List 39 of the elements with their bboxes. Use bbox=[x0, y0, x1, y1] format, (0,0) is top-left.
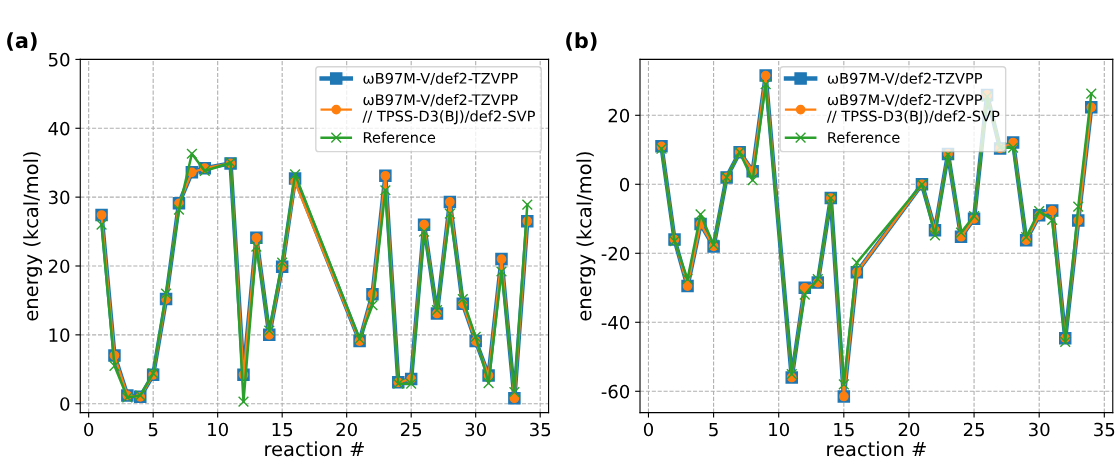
y-axis-title: energy (kcal/mol) bbox=[23, 152, 43, 321]
x-tick-label: 15 bbox=[272, 422, 293, 437]
legend-label: ωB97M-V/def2-TZVPP bbox=[363, 72, 518, 85]
legend-label: Reference bbox=[828, 131, 900, 143]
y-tick-label: 50 bbox=[48, 52, 70, 67]
legend-label: ωB97M-V/def2-TZVPP // TPSS-D3(BJ)/def2-SVP bbox=[826, 93, 1000, 125]
x-axis-title: reaction # bbox=[265, 441, 364, 457]
x-tick-label: 20 bbox=[898, 422, 920, 437]
y-tick-label: 0 bbox=[60, 397, 70, 411]
x-tick-label: 0 bbox=[643, 422, 654, 437]
y-tick-label: 30 bbox=[48, 190, 70, 205]
y-tick-label: 20 bbox=[48, 259, 70, 274]
x-axis-title: reaction # bbox=[827, 441, 926, 457]
y-tick-label: -40 bbox=[601, 315, 630, 330]
x-tick-label: 30 bbox=[1029, 422, 1050, 437]
y-tick-label: -60 bbox=[601, 384, 630, 399]
legend-label: Reference bbox=[363, 131, 436, 143]
x-tick-label: 35 bbox=[1094, 422, 1115, 437]
chart-title: (b) bbox=[566, 32, 597, 51]
x-tick-label: 15 bbox=[834, 422, 854, 437]
x-tick-label: 10 bbox=[208, 422, 228, 437]
chart-title: (a) bbox=[7, 32, 37, 51]
legend-label: ωB97M-V/def2-TZVPP // TPSS-D3(BJ)/def2-SVP bbox=[362, 93, 535, 125]
legend-label: ωB97M-V/def2-TZVPP bbox=[827, 72, 983, 85]
x-tick-label: 35 bbox=[530, 422, 551, 437]
x-tick-label: 20 bbox=[336, 422, 357, 437]
y-tick-label: 20 bbox=[608, 108, 630, 123]
x-tick-label: 5 bbox=[709, 422, 718, 437]
y-tick-label: 10 bbox=[49, 328, 70, 342]
y-tick-label: 0 bbox=[619, 177, 630, 192]
x-tick-label: 5 bbox=[148, 422, 158, 437]
y-tick-label: 40 bbox=[48, 121, 70, 136]
y-tick-label: -20 bbox=[601, 246, 630, 261]
y-axis-title: energy (kcal/mol) bbox=[576, 152, 596, 321]
x-tick-label: 0 bbox=[84, 422, 94, 437]
x-tick-label: 25 bbox=[401, 422, 422, 437]
x-tick-label: 30 bbox=[465, 422, 486, 437]
x-tick-label: 10 bbox=[769, 422, 789, 437]
x-tick-label: 25 bbox=[963, 422, 984, 437]
